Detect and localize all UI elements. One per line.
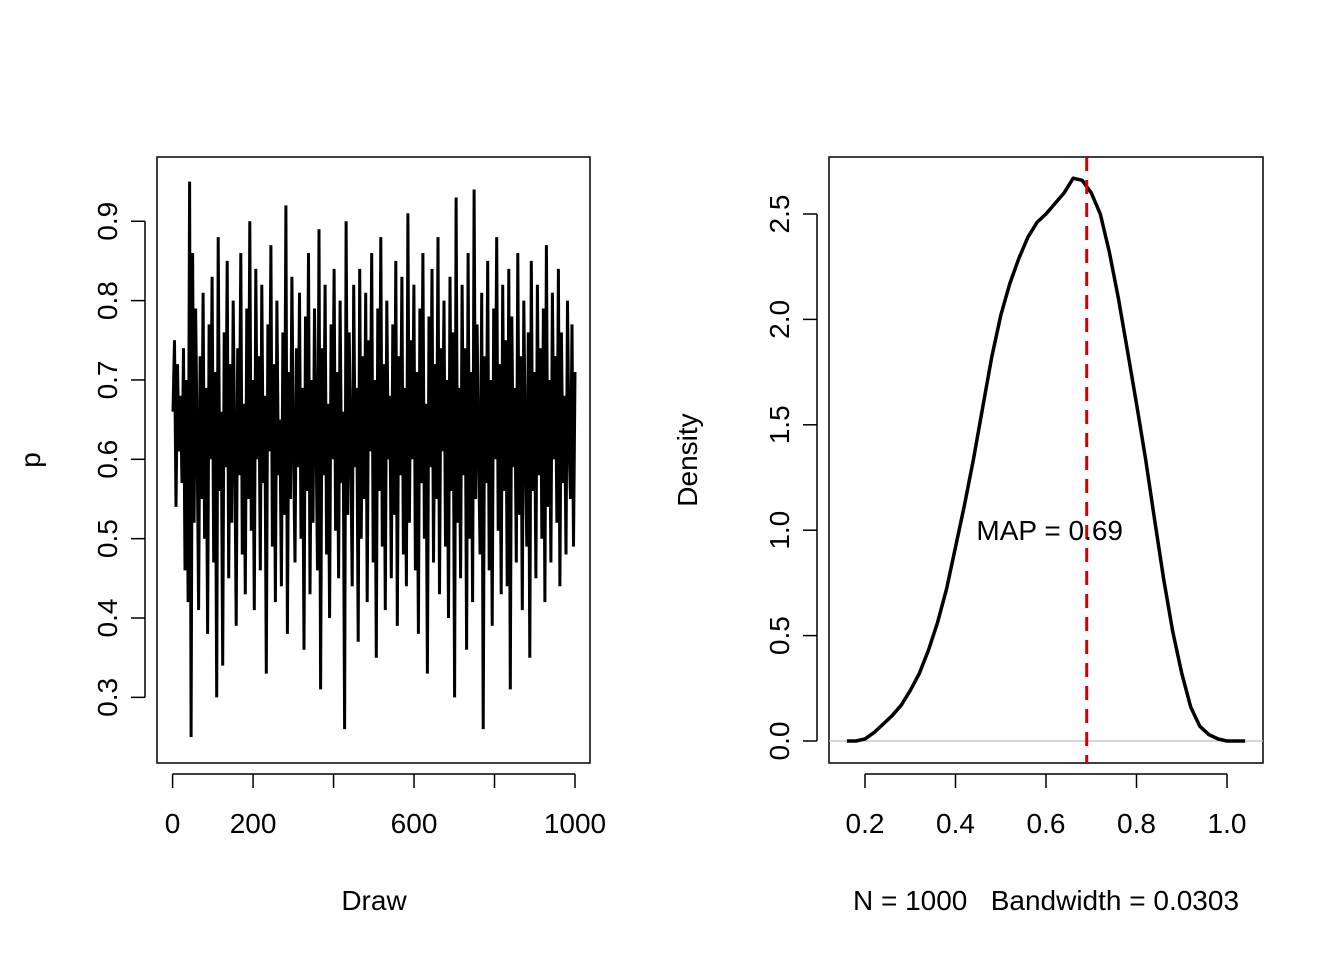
trace-plot: 0 200 600 1000 0.3 0.4 0.5 0.6 0.7 0.8 0.9 Draw p [15, 156, 606, 916]
density-curve [846, 176, 1246, 743]
density-x-tick-label: 1.0 [1208, 808, 1247, 839]
density-y-tick-label: 1.5 [764, 405, 795, 444]
density-plot: MAP = 0.69 0.2 0.4 0.6 0.8 1.0 0.0 0.5 1.0 1.5 2… [672, 156, 1264, 916]
density-y-axis: 0.0 0.5 1.0 1.5 2.0 2.5 [764, 195, 818, 761]
trace-plot-frame [156, 156, 591, 764]
trace-y-tick-label: 0.8 [92, 281, 123, 320]
density-plot-frame [828, 156, 1264, 764]
trace-line [171, 181, 577, 738]
trace-y-tick-label: 0.9 [92, 202, 123, 241]
density-y-tick-label: 2.0 [764, 300, 795, 339]
trace-x-axis: 0 200 600 1000 [165, 773, 606, 839]
density-x-tick-label: 0.8 [1117, 808, 1156, 839]
density-x-axis: 0.2 0.4 0.6 0.8 1.0 [846, 773, 1247, 839]
map-annotation: MAP = 0.69 [976, 515, 1123, 546]
density-y-tick-label: 2.5 [764, 195, 795, 234]
density-x-tick-label: 0.6 [1027, 808, 1066, 839]
trace-y-tick-label: 0.5 [92, 519, 123, 558]
density-y-tick-label: 0.0 [764, 722, 795, 761]
trace-y-axis: 0.3 0.4 0.5 0.6 0.7 0.8 0.9 [92, 202, 146, 717]
density-y-axis-label: Density [672, 413, 703, 506]
trace-series [171, 181, 577, 738]
trace-x-axis-label: Draw [341, 885, 407, 916]
density-x-tick-label: 0.2 [846, 808, 885, 839]
density-x-tick-label: 0.4 [936, 808, 975, 839]
trace-x-tick-label: 200 [230, 808, 277, 839]
trace-x-tick-label: 0 [165, 808, 181, 839]
trace-y-tick-label: 0.4 [92, 599, 123, 638]
density-y-tick-label: 1.0 [764, 511, 795, 550]
trace-y-tick-label: 0.3 [92, 678, 123, 717]
trace-y-tick-label: 0.7 [92, 360, 123, 399]
trace-y-axis-label: p [15, 452, 46, 468]
trace-x-tick-label: 1000 [544, 808, 606, 839]
density-x-axis-label: N = 1000 Bandwidth = 0.0303 [853, 885, 1239, 916]
density-y-tick-label: 0.5 [764, 616, 795, 655]
trace-x-tick-label: 600 [391, 808, 438, 839]
trace-y-tick-label: 0.6 [92, 440, 123, 479]
